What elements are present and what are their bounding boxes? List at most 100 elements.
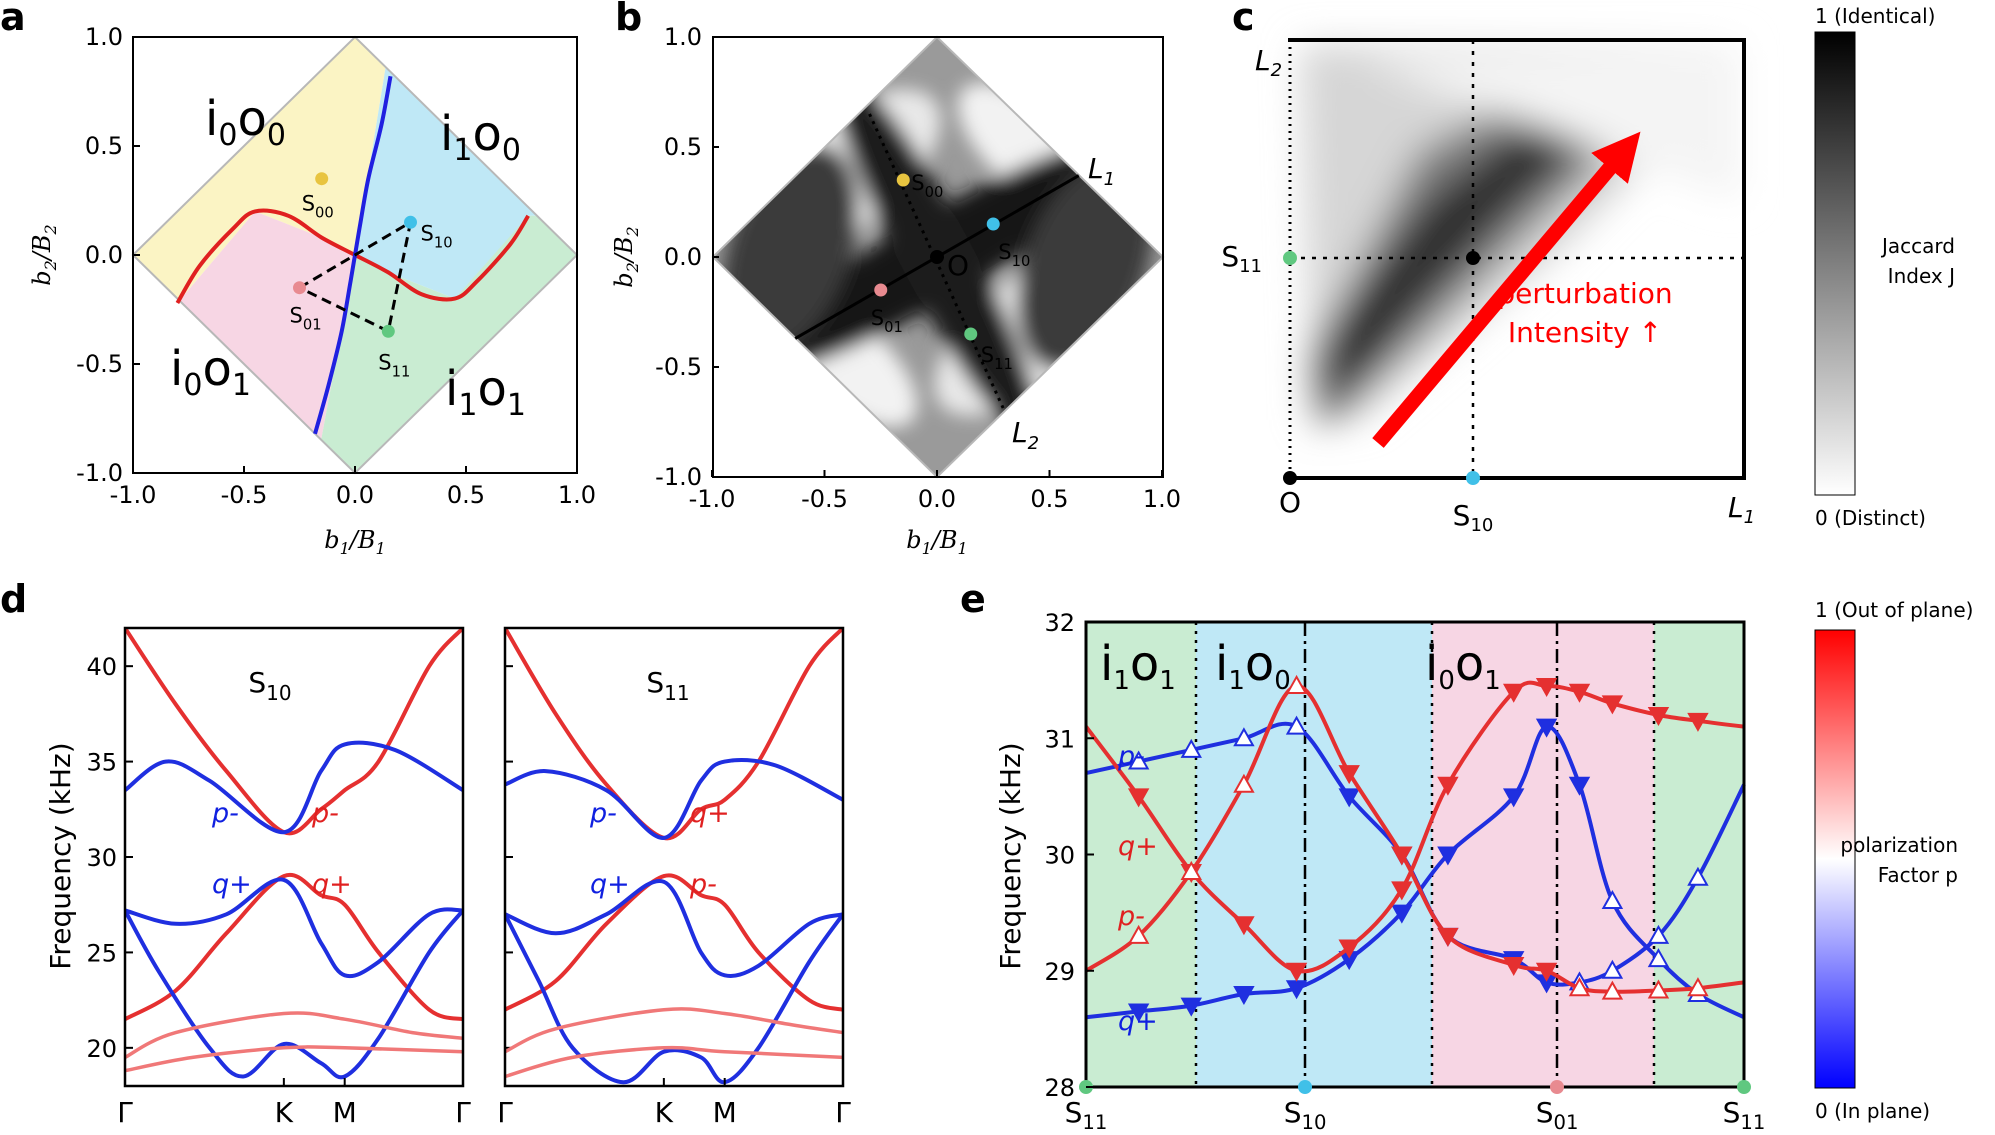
point-S00	[315, 172, 329, 186]
e-marker	[1285, 674, 1308, 694]
pol-title-2: Factor p	[1878, 863, 1958, 887]
kpoint-label: M	[713, 1096, 737, 1129]
e-marker	[1233, 773, 1255, 793]
e-marker	[1391, 904, 1413, 924]
panel-c-origin-dot	[1283, 471, 1297, 485]
e-region-i0o1: i0o1	[1425, 636, 1501, 696]
panel-c-S11-label: S11	[1221, 240, 1262, 277]
e-marker	[1601, 980, 1624, 1000]
kpoint-label: Γ	[497, 1096, 513, 1129]
panel-a-ticks: -1.0-1.0 -0.5 -0.5 0.0 0.0 0.5 0.5 1.0 1.0	[76, 23, 596, 509]
panel-d-yticks: 20 25 30 35 40	[86, 653, 513, 1063]
point-S11	[381, 324, 395, 338]
e-marker	[1687, 712, 1709, 732]
frame-S11	[503, 626, 845, 1088]
e-marker	[1568, 977, 1591, 997]
panel-b-ylabel: b2/B2	[610, 226, 642, 287]
e-marker	[1502, 788, 1525, 808]
band-pink-1	[505, 1007, 843, 1054]
xtick-label: -1.0	[689, 485, 736, 513]
e-marker	[1437, 776, 1459, 796]
ytick-label: 0.0	[664, 243, 702, 271]
e-marker	[1647, 979, 1670, 999]
panel-e-backgrounds	[1086, 622, 1744, 1087]
xtick-label: 0.0	[336, 481, 374, 509]
e-marker	[1535, 718, 1558, 738]
e-marker	[1437, 927, 1459, 947]
point-S01	[874, 283, 888, 297]
panel-c-intersection	[1466, 251, 1480, 265]
e-marker	[1233, 727, 1255, 747]
panel-b-xlabel: b1/B1	[906, 526, 967, 558]
dashed-quadrilateral	[298, 219, 413, 334]
panel-c-L1-label: L1	[1728, 491, 1755, 528]
ytick-label: -1.0	[655, 463, 702, 491]
band-blue-lower	[125, 877, 463, 979]
label-L1: L1	[1088, 152, 1115, 190]
panel-c-S10-label: S10	[1453, 499, 1494, 536]
panel-letter-c: c	[1232, 0, 1255, 39]
frame-S10	[123, 626, 465, 1088]
e-ytick: 28	[1044, 1074, 1075, 1102]
e-band-blue-q	[1085, 724, 1745, 1020]
jaccard-bottom-label: 0 (Distinct)	[1815, 506, 1926, 530]
label-red-upper-S10: p-	[311, 798, 339, 829]
e-S01-dot	[1550, 1080, 1564, 1094]
label-red-lower-S11: p-	[689, 869, 717, 900]
panel-e-ylabel: Frequency (kHz)	[994, 742, 1027, 969]
e-xtick-S10: S10	[1284, 1096, 1327, 1134]
perturbation-label: perturbation	[1497, 277, 1672, 310]
band-structure-S11: Γ K M Γ S11 p- q+ q+ p-	[497, 626, 851, 1129]
kpoint-label: Γ	[455, 1096, 471, 1129]
e-marker	[1647, 924, 1670, 944]
point-S00	[896, 173, 910, 187]
e-marker	[1647, 707, 1670, 727]
xtick-label: 0.5	[447, 481, 485, 509]
kpoint-label: Γ	[117, 1096, 133, 1129]
kpoint-label: M	[333, 1096, 357, 1129]
e-marker	[1647, 948, 1670, 968]
e-marker	[1180, 997, 1202, 1017]
e-marker	[1338, 939, 1360, 959]
e-marker	[1338, 765, 1360, 785]
panel-e-dividers	[1194, 622, 1656, 1087]
panel-a-xlabel: b1/B1	[324, 526, 385, 558]
bands-S10	[125, 628, 463, 1080]
e-marker	[1233, 916, 1255, 936]
ytick-label: -1.0	[76, 459, 123, 487]
label-blue-upper-S11: p-	[589, 798, 617, 829]
title-S11: S11	[646, 666, 689, 705]
panel-d-ylabel: Frequency (kHz)	[44, 742, 77, 969]
ytick-label: -0.5	[655, 353, 702, 381]
e-marker	[1285, 962, 1308, 982]
e-xtick-S01: S01	[1536, 1096, 1579, 1134]
ytick-label: 0.5	[85, 132, 123, 160]
band-red-lower	[125, 872, 463, 1022]
band-pink-1	[125, 1011, 463, 1059]
jaccard-top-label: 1 (Identical)	[1815, 4, 1935, 28]
e-marker	[1233, 986, 1255, 1006]
e-marker	[1601, 889, 1624, 909]
label-red-lower-S10: q+	[312, 869, 352, 900]
band-blue-lower	[505, 878, 843, 978]
point-S01	[293, 281, 306, 295]
panel-e: e 28 29 30 31 32 S11 S10 S01 S11 Frequency (kHz)…	[960, 577, 1973, 1134]
d-ytick: 35	[86, 749, 117, 777]
ytick-label: -0.5	[76, 350, 123, 378]
panel-letter-e: e	[960, 577, 986, 621]
kpoint-label: K	[275, 1096, 294, 1129]
panel-e-region-labels: i1o1 i1o0 i0o1	[1100, 636, 1501, 696]
e-marker	[1687, 977, 1709, 997]
xtick-label: 0.5	[1030, 485, 1068, 513]
band-blue-upper	[505, 757, 843, 840]
panel-c: c perturbation Intensity ↑ O S10 S11 L2 …	[1221, 0, 1955, 536]
band-pink-2	[505, 1045, 843, 1079]
point-S10	[986, 217, 1000, 231]
d-ytick: 30	[86, 844, 117, 872]
ytick-label: 0.5	[664, 133, 702, 161]
e-marker	[1127, 788, 1150, 808]
e-marker	[1391, 881, 1413, 901]
